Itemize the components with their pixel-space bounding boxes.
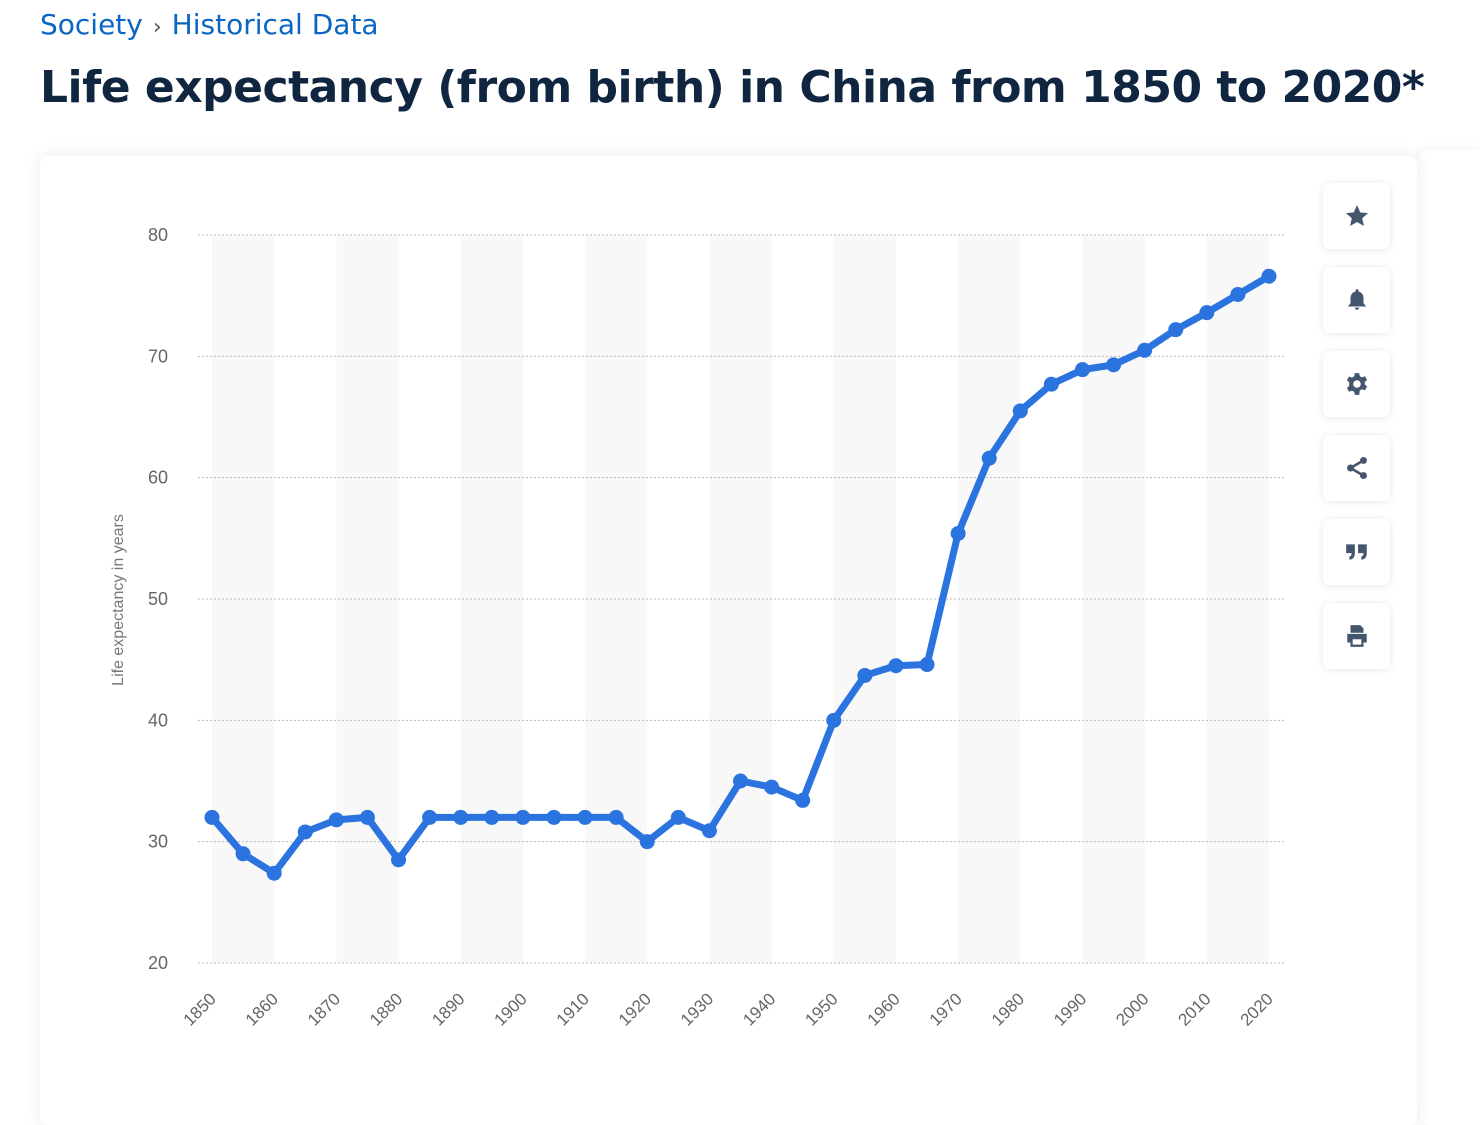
data-point bbox=[857, 667, 873, 683]
data-point bbox=[422, 809, 438, 825]
x-tick-label: 1990 bbox=[1050, 989, 1090, 1029]
cite-button[interactable] bbox=[1323, 519, 1390, 585]
alert-button[interactable] bbox=[1323, 267, 1390, 333]
data-point bbox=[701, 823, 717, 839]
print-button[interactable] bbox=[1323, 603, 1390, 669]
print-icon bbox=[1346, 625, 1367, 647]
data-point bbox=[328, 812, 344, 828]
data-point bbox=[453, 809, 469, 825]
data-point bbox=[733, 773, 748, 789]
data-point bbox=[484, 809, 500, 825]
data-point bbox=[1261, 268, 1277, 284]
side-panel bbox=[1417, 150, 1480, 1125]
x-tick-label: 1850 bbox=[180, 989, 220, 1029]
y-tick-label: 40 bbox=[148, 710, 168, 730]
y-axis-label: Life expectancy in years bbox=[110, 514, 127, 686]
y-tick-label: 30 bbox=[148, 832, 168, 852]
data-point bbox=[1012, 403, 1028, 419]
data-point bbox=[888, 658, 904, 674]
data-point bbox=[919, 657, 935, 673]
x-tick-label: 1950 bbox=[801, 989, 841, 1029]
settings-button[interactable] bbox=[1323, 351, 1390, 417]
bell-icon bbox=[1347, 289, 1366, 310]
x-tick-label: 1980 bbox=[988, 989, 1028, 1029]
x-tick-label: 2010 bbox=[1174, 989, 1214, 1029]
data-point bbox=[266, 865, 282, 881]
x-tick-label: 1880 bbox=[366, 989, 406, 1029]
gear-icon bbox=[1346, 373, 1367, 395]
data-point bbox=[235, 846, 251, 862]
band bbox=[958, 235, 1021, 963]
data-point bbox=[577, 809, 593, 825]
data-point bbox=[1074, 362, 1090, 378]
x-tick-label: 1860 bbox=[242, 989, 282, 1029]
data-point bbox=[1199, 305, 1215, 321]
breadcrumb: Society › Historical Data bbox=[40, 8, 379, 41]
data-point bbox=[950, 525, 966, 541]
x-tick-label: 2020 bbox=[1237, 989, 1277, 1029]
data-point bbox=[795, 792, 811, 808]
quote-icon bbox=[1345, 544, 1367, 560]
data-point bbox=[204, 809, 220, 825]
data-point bbox=[391, 852, 407, 868]
data-point bbox=[764, 779, 780, 795]
breadcrumb-historical-data[interactable]: Historical Data bbox=[171, 8, 379, 41]
data-point bbox=[608, 809, 624, 825]
breadcrumb-separator: › bbox=[152, 15, 162, 40]
chart-toolbar bbox=[1323, 183, 1390, 687]
star-icon bbox=[1345, 205, 1368, 226]
y-tick-label: 60 bbox=[148, 468, 168, 488]
x-tick-label: 1870 bbox=[304, 989, 344, 1029]
data-point bbox=[546, 809, 562, 825]
x-tick-label: 1910 bbox=[553, 989, 593, 1029]
data-point bbox=[1230, 286, 1246, 302]
data-point bbox=[515, 809, 531, 825]
data-point bbox=[1168, 322, 1184, 338]
data-point bbox=[670, 809, 686, 825]
data-point bbox=[826, 712, 842, 728]
breadcrumb-society[interactable]: Society bbox=[40, 8, 143, 41]
share-button[interactable] bbox=[1323, 435, 1390, 501]
data-point bbox=[359, 809, 375, 825]
x-tick-label: 2000 bbox=[1112, 989, 1152, 1029]
y-tick-label: 70 bbox=[148, 346, 168, 366]
y-tick-label: 80 bbox=[148, 225, 168, 245]
x-tick-label: 1930 bbox=[677, 989, 717, 1029]
data-point bbox=[297, 824, 313, 840]
x-tick-label: 1900 bbox=[491, 989, 531, 1029]
favorite-button[interactable] bbox=[1323, 183, 1390, 249]
y-tick-label: 20 bbox=[148, 953, 168, 973]
x-tick-label: 1920 bbox=[615, 989, 655, 1029]
x-tick-label: 1890 bbox=[428, 989, 468, 1029]
x-tick-label: 1940 bbox=[739, 989, 779, 1029]
page-title: Life expectancy (from birth) in China fr… bbox=[40, 62, 1425, 113]
data-point bbox=[1043, 376, 1059, 392]
x-tick-label: 1970 bbox=[926, 989, 966, 1029]
data-point bbox=[981, 450, 997, 466]
data-point bbox=[1106, 357, 1122, 373]
band bbox=[833, 235, 896, 963]
x-tick-label: 1960 bbox=[864, 989, 904, 1029]
data-point bbox=[639, 834, 655, 850]
data-point bbox=[1137, 342, 1153, 358]
y-tick-label: 50 bbox=[148, 589, 168, 609]
share-icon bbox=[1346, 456, 1367, 480]
